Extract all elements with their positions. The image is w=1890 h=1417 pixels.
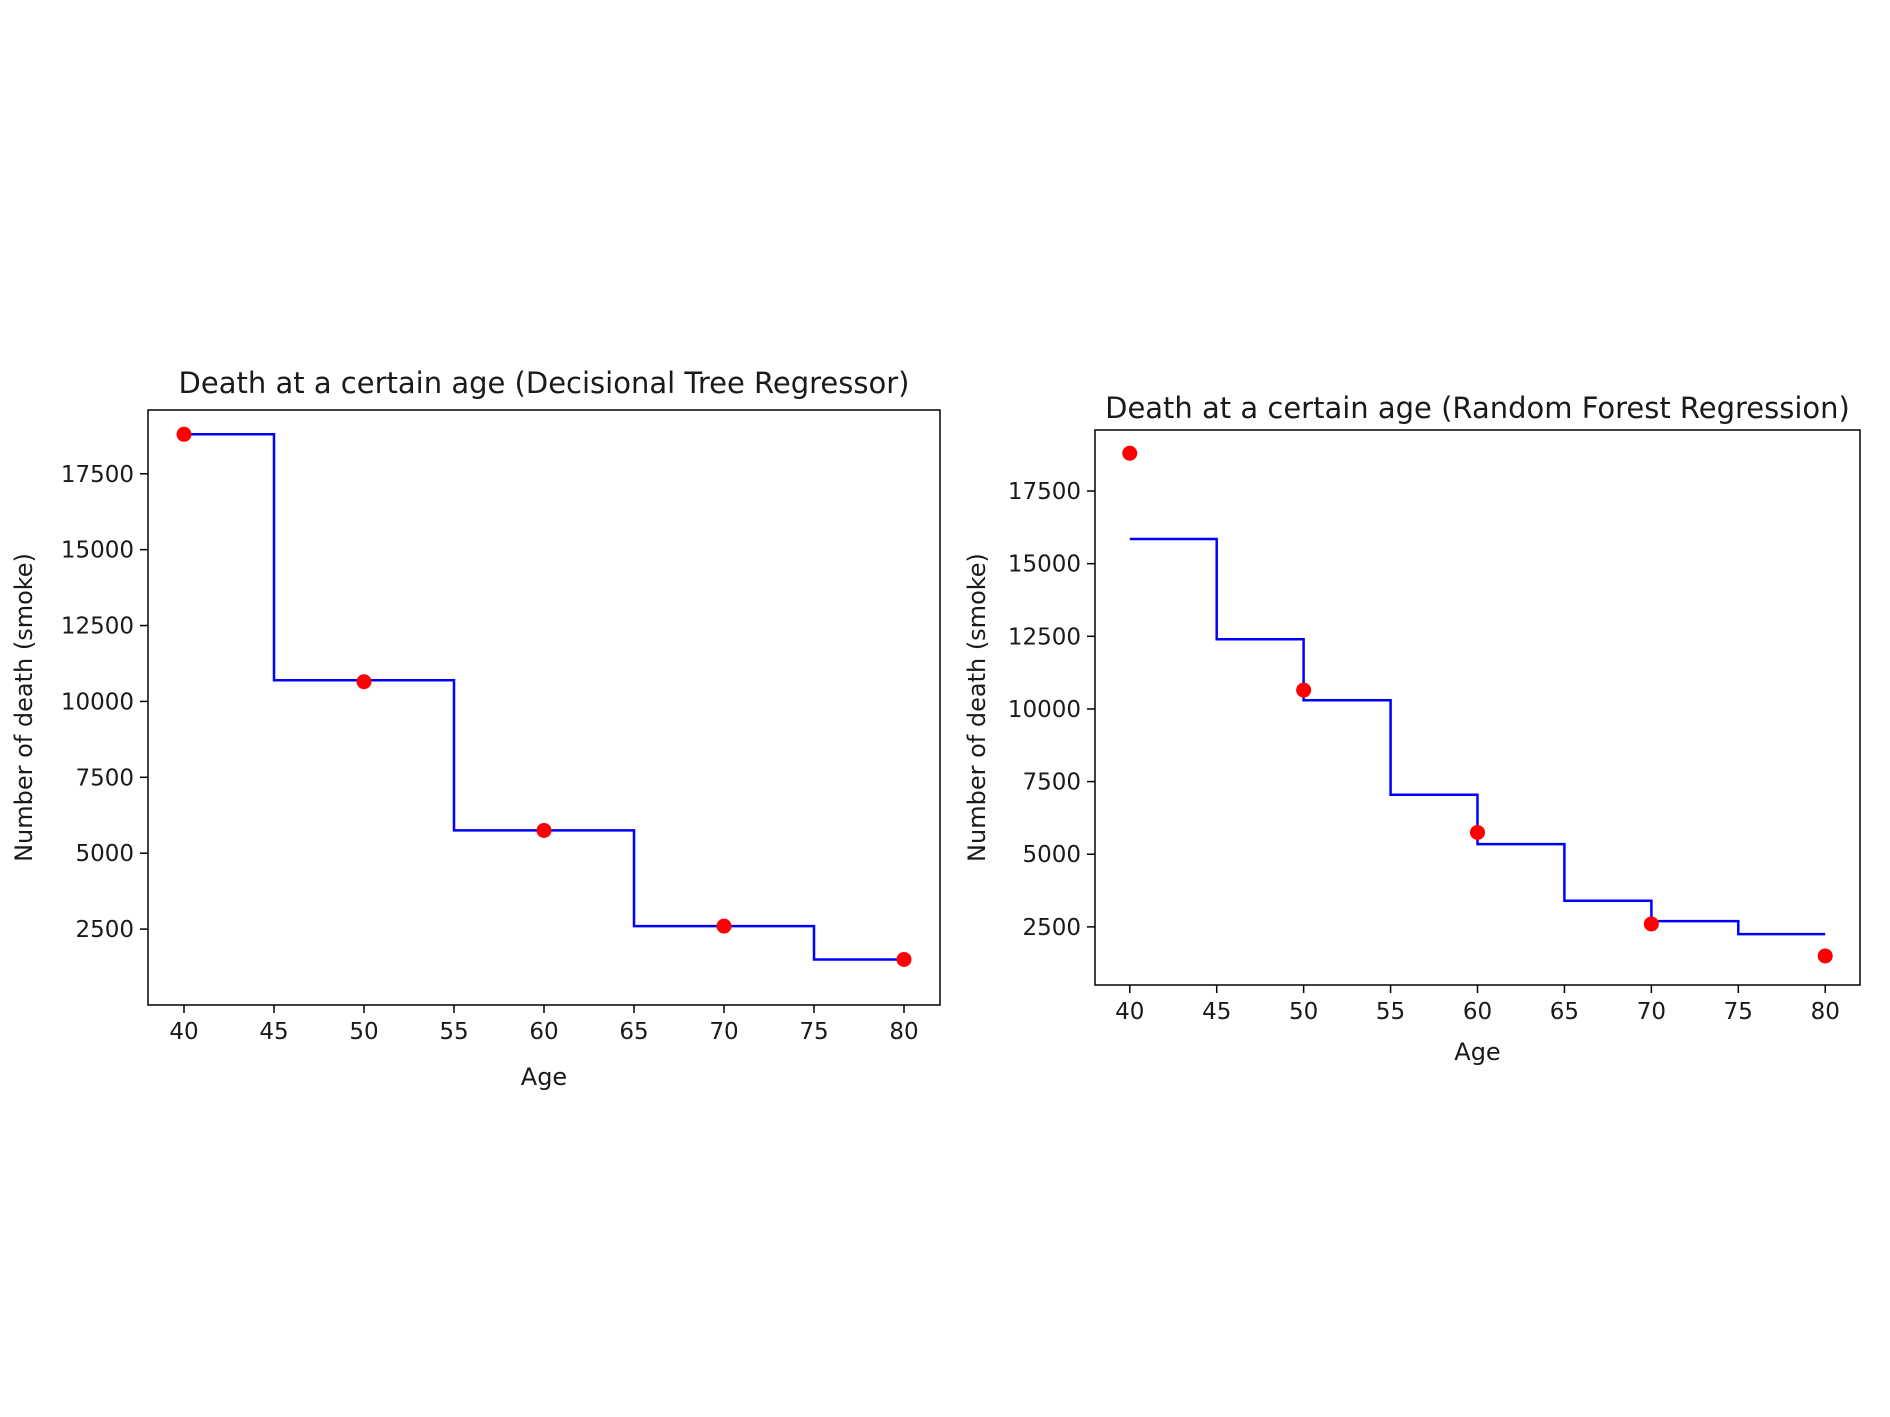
chart-2-x-tick-label: 55 <box>1376 999 1405 1025</box>
chart-2-x-tick-label: 75 <box>1724 999 1753 1025</box>
chart-2-y-tick-label: 17500 <box>1008 479 1081 505</box>
chart-2-y-tick-label: 2500 <box>1022 915 1081 941</box>
chart-1-x-tick-label: 75 <box>799 1019 828 1045</box>
chart-2-x-tick-label: 65 <box>1550 999 1579 1025</box>
chart-2-x-tick-label: 40 <box>1115 999 1144 1025</box>
chart-1-x-tick-label: 50 <box>349 1019 378 1045</box>
chart-1-x-axis-label: Age <box>521 1063 567 1091</box>
chart-1-data-point <box>716 918 732 934</box>
chart-1-x-tick-label: 65 <box>619 1019 648 1045</box>
chart-1-x-tick-label: 60 <box>529 1019 558 1045</box>
chart-1-y-tick-label: 10000 <box>61 689 134 715</box>
chart-1-y-tick-label: 5000 <box>75 841 134 867</box>
chart-1-y-axis-label: Number of death (smoke) <box>10 553 38 862</box>
chart-2-data-point <box>1643 916 1659 932</box>
chart-2-x-axis-label: Age <box>1454 1038 1500 1066</box>
chart-1-x-tick-label: 70 <box>709 1019 738 1045</box>
chart-1: 40 45 50 55 60 65 70 75 80 2500 5000 7500 10000 12500… <box>10 366 941 1091</box>
chart-2-y-tick-label: 15000 <box>1008 552 1081 578</box>
chart-1-title: Death at a certain age (Decisional Tree … <box>179 366 910 400</box>
chart-2-x-tick-label: 60 <box>1463 999 1492 1025</box>
chart-2-x-tick-label: 45 <box>1202 999 1231 1025</box>
chart-2: 40 45 50 55 60 65 70 75 80 2500 5000 7500 10000 12500… <box>963 391 1861 1066</box>
chart-2-title: Death at a certain age (Random Forest Re… <box>1105 391 1850 425</box>
chart-2-plot-frame <box>1094 429 1861 986</box>
chart-2-y-tick-label: 5000 <box>1022 842 1081 868</box>
chart-2-data-point <box>1817 948 1833 964</box>
chart-1-y-tick-label: 2500 <box>75 917 134 943</box>
chart-1-x-tick-label: 45 <box>259 1019 288 1045</box>
chart-1-data-point <box>176 426 192 442</box>
chart-2-y-tick-label: 12500 <box>1008 624 1081 650</box>
chart-1-step-line <box>184 433 904 961</box>
chart-1-x-tick-label: 40 <box>169 1019 198 1045</box>
chart-2-step-line <box>1129 537 1826 936</box>
chart-1-data-point <box>356 674 372 690</box>
chart-1-y-tick-label: 15000 <box>61 538 134 564</box>
chart-2-y-tick-label: 7500 <box>1022 770 1081 796</box>
chart-2-x-tick-label: 50 <box>1289 999 1318 1025</box>
chart-2-y-axis-label: Number of death (smoke) <box>963 553 991 862</box>
chart-1-y-tick-label: 7500 <box>75 765 134 791</box>
chart-1-y-tick-label: 17500 <box>61 462 134 488</box>
chart-2-x-tick-label: 70 <box>1637 999 1666 1025</box>
chart-1-y-tick-label: 12500 <box>61 614 134 640</box>
chart-2-data-point <box>1296 682 1312 698</box>
chart-2-data-point <box>1122 445 1138 461</box>
chart-1-x-tick-label: 80 <box>889 1019 918 1045</box>
chart-1-plot-frame <box>147 409 941 1006</box>
chart-2-x-tick-label: 80 <box>1811 999 1840 1025</box>
chart-1-x-tick-label: 55 <box>439 1019 468 1045</box>
chart-1-data-point <box>896 951 912 967</box>
chart-1-data-point <box>536 822 552 838</box>
chart-2-y-tick-label: 10000 <box>1008 697 1081 723</box>
chart-2-data-point <box>1470 824 1485 840</box>
